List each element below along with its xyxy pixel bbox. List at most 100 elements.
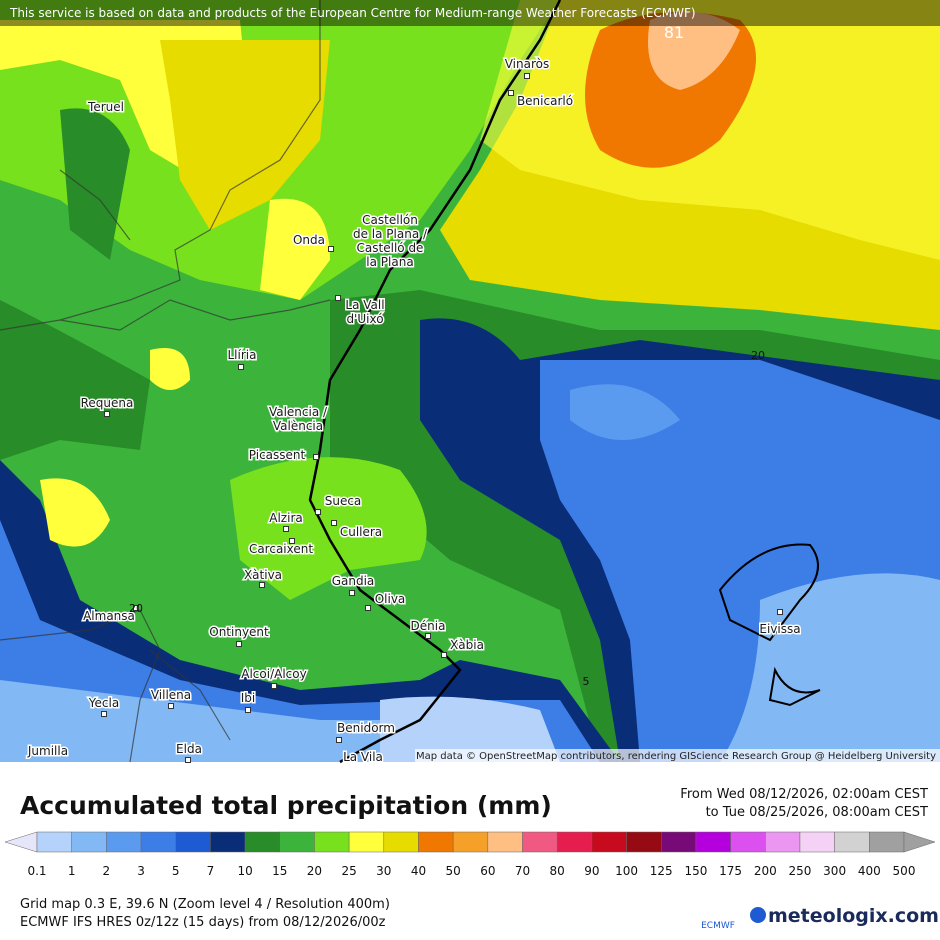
scale-label: 3 bbox=[137, 864, 145, 878]
scale-box bbox=[591, 831, 627, 853]
place-marker bbox=[349, 590, 355, 596]
place-label: Alcoi/Alcoy bbox=[241, 667, 306, 681]
place-label: Gandia bbox=[332, 574, 375, 588]
zone bbox=[648, 12, 740, 90]
place-label: Castelló de bbox=[357, 241, 424, 255]
place-label: València bbox=[273, 419, 323, 433]
scale-label: 125 bbox=[650, 864, 673, 878]
place-marker bbox=[283, 526, 289, 532]
scale-label: 150 bbox=[684, 864, 707, 878]
contour-label: 81 bbox=[664, 23, 684, 42]
contour-label: 5 bbox=[583, 675, 590, 688]
scale-box bbox=[279, 831, 315, 853]
scale-arrow-low bbox=[4, 831, 38, 853]
place-marker bbox=[777, 609, 783, 615]
scale-box bbox=[869, 831, 905, 853]
attribution: This service is based on data and produc… bbox=[9, 6, 696, 20]
place-label: Llíria bbox=[228, 348, 257, 362]
zone bbox=[40, 478, 110, 547]
scale-label: 90 bbox=[584, 864, 599, 878]
place-label: Vinaròs bbox=[505, 57, 550, 71]
scale-label: 10 bbox=[237, 864, 252, 878]
place-marker bbox=[104, 411, 110, 417]
place-label: Carcaixent bbox=[249, 542, 313, 556]
scale-label: 30 bbox=[376, 864, 391, 878]
place-marker bbox=[313, 454, 319, 460]
scale-label: 20 bbox=[307, 864, 322, 878]
grid-info: Grid map 0.3 E, 39.6 N (Zoom level 4 / R… bbox=[20, 897, 390, 912]
place-label: Ontinyent bbox=[209, 625, 269, 639]
scale-label: 1 bbox=[68, 864, 76, 878]
place-label: Castellón bbox=[362, 213, 418, 227]
scale-box bbox=[383, 831, 419, 853]
place-label: Valencia / bbox=[269, 405, 328, 419]
scale-label: 400 bbox=[858, 864, 881, 878]
scale-label: 25 bbox=[341, 864, 356, 878]
contour-label: 20 bbox=[129, 602, 143, 615]
coastline bbox=[718, 543, 819, 642]
contour-label: 20 bbox=[751, 349, 765, 362]
place-marker bbox=[236, 641, 242, 647]
place-marker bbox=[315, 509, 321, 515]
scale-box bbox=[799, 831, 835, 853]
zone bbox=[60, 108, 130, 260]
coastline bbox=[768, 666, 821, 707]
scale-box bbox=[348, 831, 385, 853]
place-label: la Plana bbox=[366, 255, 413, 269]
zone bbox=[570, 384, 680, 440]
place-label: Teruel bbox=[87, 100, 124, 114]
zone bbox=[160, 40, 330, 230]
place-marker bbox=[133, 605, 139, 611]
legend-title: Accumulated total precipitation (mm) bbox=[20, 791, 552, 820]
zone bbox=[150, 348, 190, 390]
scale-box bbox=[522, 831, 558, 853]
scale-box bbox=[695, 831, 731, 853]
place-label: Onda bbox=[293, 233, 325, 247]
scale-label: 5 bbox=[172, 864, 180, 878]
place-label: La Vall bbox=[345, 298, 384, 312]
place-marker bbox=[365, 605, 371, 611]
place-marker bbox=[335, 295, 341, 301]
scale-box bbox=[418, 831, 454, 853]
credit-bar bbox=[415, 749, 940, 762]
place-label: Villena bbox=[151, 688, 191, 702]
scale-label: 50 bbox=[446, 864, 461, 878]
place-label: Benicarló bbox=[517, 94, 573, 108]
ecmwf-logo: ECMWF bbox=[701, 921, 735, 931]
place-marker bbox=[101, 711, 107, 717]
place-marker bbox=[238, 364, 244, 370]
scale-label: 40 bbox=[411, 864, 426, 878]
scale-label: 200 bbox=[754, 864, 777, 878]
model-info: ECMWF IFS HRES 0z/12z (15 days) from 08/… bbox=[20, 915, 386, 930]
scale-box bbox=[834, 831, 870, 853]
place-label: d'Uixó bbox=[346, 312, 383, 326]
scale-label: 0.1 bbox=[27, 864, 46, 878]
scale-box bbox=[71, 831, 107, 853]
zone bbox=[230, 457, 427, 600]
place-marker bbox=[185, 757, 191, 763]
scale-label: 15 bbox=[272, 864, 287, 878]
scale-label: 60 bbox=[480, 864, 495, 878]
scale-label: 2 bbox=[103, 864, 111, 878]
scale-label: 7 bbox=[207, 864, 215, 878]
place-label: Ibi bbox=[241, 691, 256, 705]
scale-label: 100 bbox=[615, 864, 638, 878]
scale-box bbox=[210, 831, 246, 853]
map-credit: Map data © OpenStreetMap contributors, r… bbox=[416, 751, 936, 762]
place-label: Almansa bbox=[83, 609, 135, 623]
scale-box bbox=[36, 831, 72, 853]
place-label: Eivissa bbox=[759, 622, 800, 636]
place-label: Oliva bbox=[375, 592, 406, 606]
zone bbox=[260, 198, 330, 300]
map bbox=[0, 0, 940, 764]
border bbox=[0, 0, 331, 763]
scale-box bbox=[556, 831, 593, 853]
place-label: Sueca bbox=[325, 494, 362, 508]
period-to: to Tue 08/25/2026, 08:00am CEST bbox=[706, 805, 928, 820]
place-label: Requena bbox=[81, 396, 134, 410]
scale-box bbox=[626, 831, 662, 853]
place-marker bbox=[524, 73, 530, 79]
period-from: From Wed 08/12/2026, 02:00am CEST bbox=[680, 787, 928, 802]
